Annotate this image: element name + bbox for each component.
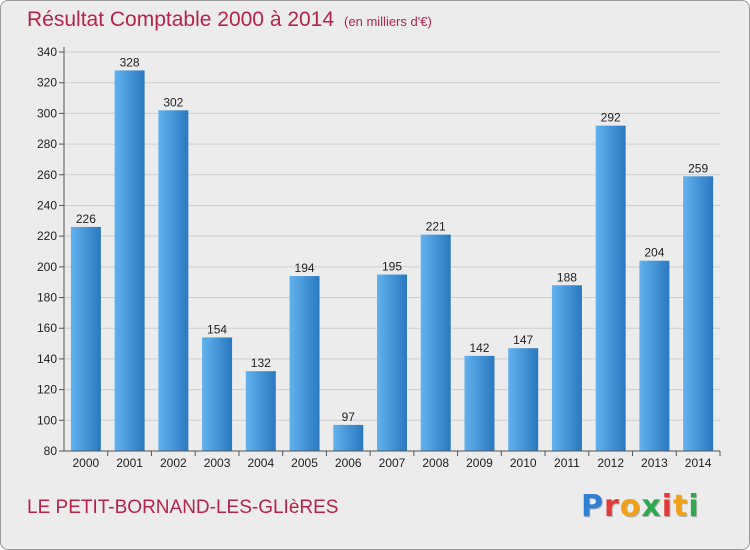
- y-tick-label: 300: [37, 106, 57, 120]
- chart-title: Résultat Comptable 2000 à 2014 (en millie…: [27, 8, 432, 32]
- data-label-2009: 142: [469, 341, 489, 355]
- bar-2013: [639, 260, 670, 451]
- x-tick-label: 2001: [116, 456, 143, 470]
- logo-letter: P: [581, 489, 604, 524]
- y-tick-label: 200: [37, 260, 57, 274]
- y-tick-label: 140: [37, 352, 57, 366]
- data-label-2008: 221: [426, 220, 446, 234]
- x-tick-label: 2004: [247, 456, 274, 470]
- y-tick-label: 120: [37, 383, 57, 397]
- data-label-2011: 188: [557, 270, 577, 284]
- bar-2003: [202, 337, 233, 451]
- bar-2010: [508, 348, 539, 451]
- x-tick-label: 2000: [73, 456, 100, 470]
- x-tick-label: 2003: [204, 456, 231, 470]
- data-label-2012: 292: [601, 111, 621, 125]
- x-tick-label: 2005: [291, 456, 318, 470]
- y-tick-label: 240: [37, 198, 57, 212]
- bar-2009: [464, 355, 495, 451]
- logo-letter: o: [619, 489, 642, 524]
- y-tick-label: 180: [37, 291, 57, 305]
- x-tick-label: 2010: [510, 456, 537, 470]
- chart-subtitle: (en milliers d'€): [344, 14, 432, 29]
- bar-2006: [333, 424, 364, 451]
- data-label-2004: 132: [251, 356, 271, 370]
- title-text: Résultat Comptable 2000 à 2014: [27, 8, 335, 31]
- y-tick-label: 220: [37, 229, 57, 243]
- logo-letter: t: [673, 489, 689, 524]
- logo-letter: x: [641, 489, 662, 524]
- logo-letter: i: [661, 489, 674, 524]
- bar-2012: [595, 125, 626, 452]
- x-tick-label: 2006: [335, 456, 362, 470]
- y-tick-label: 260: [37, 168, 57, 182]
- y-tick-label: 280: [37, 137, 57, 151]
- bar-2004: [245, 371, 276, 451]
- data-label-2003: 154: [207, 322, 227, 336]
- bars-layer: 226 328 302 154 132 194 97 195 221 142 147 188 292 20…: [70, 55, 714, 452]
- data-label-2007: 195: [382, 260, 402, 274]
- x-tick-label: 2011: [554, 456, 580, 470]
- x-tick-label: 2013: [641, 456, 668, 470]
- data-label-2002: 302: [163, 95, 183, 109]
- x-tick-label: 2014: [685, 456, 712, 470]
- x-tick-label: 2008: [422, 456, 449, 470]
- x-tick-label: 2009: [466, 456, 493, 470]
- logo-letter: i: [688, 489, 700, 524]
- commune-name: LE PETIT-BORNAND-LES-GLIèRES: [27, 497, 339, 518]
- data-label-2000: 226: [76, 212, 96, 226]
- data-label-2010: 147: [513, 333, 533, 347]
- bar-2002: [158, 110, 189, 452]
- bar-2008: [420, 234, 451, 451]
- y-tick-label: 340: [37, 45, 57, 59]
- data-label-2001: 328: [120, 55, 140, 69]
- data-label-2014: 259: [688, 161, 708, 175]
- data-label-2006: 97: [342, 410, 356, 424]
- x-tick-label: 2002: [160, 456, 187, 470]
- bar-2011: [551, 285, 582, 451]
- y-tick-label: 100: [37, 413, 57, 427]
- x-tick-label: 2007: [379, 456, 406, 470]
- y-tick-label: 80: [44, 444, 58, 458]
- bar-2000: [70, 226, 101, 451]
- y-tick-label: 160: [37, 321, 57, 335]
- bar-2005: [289, 276, 320, 451]
- bar-2007: [377, 274, 407, 451]
- bar-2001: [114, 70, 145, 452]
- y-tick-label: 320: [37, 76, 57, 90]
- data-label-2013: 204: [644, 246, 664, 260]
- bar-2014: [683, 176, 714, 452]
- axis-layer: 80 100 120 140 160 180 200 220 240 260 280 300 320 34…: [37, 45, 721, 470]
- x-tick-label: 2012: [597, 456, 624, 470]
- data-label-2005: 194: [295, 261, 315, 275]
- proxiti-logo: Proxiti: [581, 489, 700, 524]
- logo-letter: r: [604, 489, 620, 524]
